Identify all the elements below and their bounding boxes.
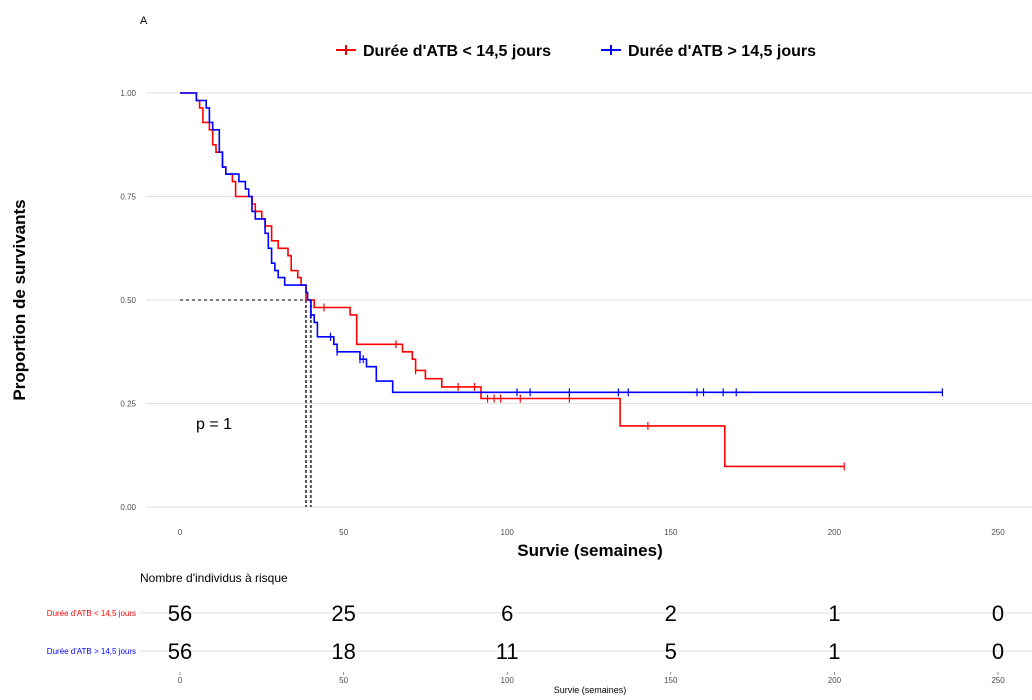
risk-count: 5 <box>665 639 677 664</box>
risk-x-tick-label: 250 <box>991 676 1005 685</box>
risk-table: Durée d'ATB < 14,5 jours 56 25 6 2 1 0 Durée d'… <box>47 601 1032 664</box>
risk-x-tick-label: 100 <box>501 676 515 685</box>
y-tick-label: 0.25 <box>120 400 136 409</box>
risk-x-axis-label: Survie (semaines) <box>554 685 627 695</box>
risk-count: 2 <box>665 601 677 626</box>
x-tick-label: 150 <box>664 528 678 537</box>
legend-label-red: Durée d'ATB < 14,5 jours <box>363 43 551 60</box>
y-tick-label: 1.00 <box>120 89 136 98</box>
censor-marks <box>310 303 943 471</box>
grid <box>146 92 1032 508</box>
y-tick-label: 0.50 <box>120 296 136 305</box>
risk-count: 56 <box>168 639 192 664</box>
risk-count: 1 <box>828 601 840 626</box>
risk-count: 11 <box>496 639 519 664</box>
x-tick-labels: 0 50 100 150 200 250 <box>178 528 1005 537</box>
risk-row-label: Durée d'ATB < 14,5 jours <box>47 609 136 618</box>
x-tick-label: 0 <box>178 528 183 537</box>
risk-count: 56 <box>168 601 192 626</box>
risk-row-label: Durée d'ATB > 14,5 jours <box>47 647 136 656</box>
risk-count: 0 <box>992 601 1004 626</box>
y-tick-label: 0.75 <box>120 193 136 202</box>
risk-x-tick-label: 0 <box>178 676 183 685</box>
risk-x-tick-label: 150 <box>664 676 678 685</box>
y-tick-label: 0.00 <box>120 503 136 512</box>
risk-count: 1 <box>828 639 840 664</box>
x-tick-label: 200 <box>828 528 842 537</box>
risk-x-tick-label: 50 <box>339 676 348 685</box>
risk-x-tick-label: 200 <box>828 676 842 685</box>
p-value: p = 1 <box>196 416 232 433</box>
risk-x-tick-labels: 0 50 100 150 200 250 <box>178 672 1005 685</box>
panel-label: A <box>140 15 148 27</box>
legend: Durée d'ATB < 14,5 jours Durée d'ATB > 1… <box>336 43 816 60</box>
survival-curves <box>180 92 943 468</box>
x-tick-label: 100 <box>501 528 515 537</box>
y-tick-labels: 0.00 0.25 0.50 0.75 1.00 <box>120 89 136 512</box>
risk-count: 25 <box>331 601 355 626</box>
legend-label-blue: Durée d'ATB > 14,5 jours <box>628 43 816 60</box>
risk-count: 6 <box>501 601 513 626</box>
y-axis-label: Proportion de survivants <box>10 199 29 400</box>
x-tick-label: 250 <box>991 528 1005 537</box>
survival-curve-short <box>180 92 845 468</box>
x-axis-label: Survie (semaines) <box>517 541 663 560</box>
x-tick-label: 50 <box>339 528 348 537</box>
risk-table-title: Nombre d'individus à risque <box>140 571 288 585</box>
risk-count: 18 <box>331 639 355 664</box>
survival-curve-long <box>180 92 943 394</box>
risk-count: 0 <box>992 639 1004 664</box>
median-lines <box>180 299 312 507</box>
